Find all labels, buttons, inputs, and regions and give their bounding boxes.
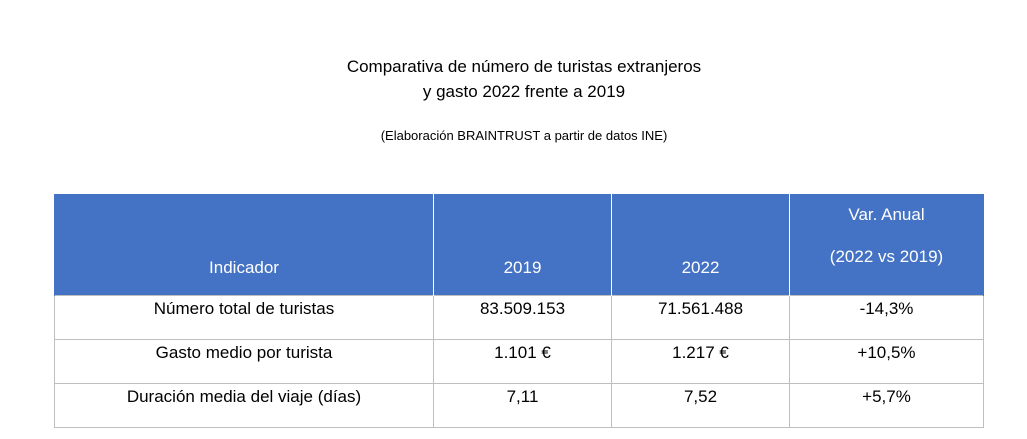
table-row: Duración media del viaje (días) 7,11 7,5…: [54, 383, 984, 428]
subtitle: (Elaboración BRAINTRUST a partir de dato…: [380, 128, 668, 143]
title-line-2: y gasto 2022 frente a 2019: [422, 82, 626, 101]
cell-indicador: Duración media del viaje (días): [54, 383, 434, 428]
cell-var: -14,3%: [789, 295, 984, 340]
cell-2022: 71.561.488: [611, 295, 790, 340]
comparison-table: Indicador 2019 2022 Var. Anual (2022 vs 2…: [54, 194, 984, 428]
cell-2022: 7,52: [611, 383, 790, 428]
table-header-row: Indicador 2019 2022 Var. Anual (2022 vs 2…: [54, 194, 984, 296]
header-var-line-1: Var. Anual: [848, 205, 925, 224]
header-var-anual-label: Var. Anual (2022 vs 2019): [790, 194, 983, 295]
cell-var: +5,7%: [789, 383, 984, 428]
cell-2019: 7,11: [433, 383, 612, 428]
cell-2019: 1.101 €: [433, 339, 612, 384]
header-var-line-2: (2022 vs 2019): [829, 247, 944, 266]
table-row: Gasto medio por turista 1.101 € 1.217 € …: [54, 339, 984, 384]
header-2019-label: 2019: [503, 258, 542, 277]
cell-var: +10,5%: [789, 339, 984, 384]
cell-indicador: Gasto medio por turista: [54, 339, 434, 384]
cell-2019: 83.509.153: [433, 295, 612, 340]
cell-indicador: Número total de turistas: [54, 295, 434, 340]
header-2019: 2019: [433, 194, 612, 296]
table-row: Número total de turistas 83.509.153 71.5…: [54, 295, 984, 340]
header-2022: 2022: [611, 194, 790, 296]
header-indicador-label: Indicador: [209, 258, 279, 277]
title-line-1: Comparativa de número de turistas extran…: [346, 57, 702, 76]
cell-2022: 1.217 €: [611, 339, 790, 384]
header-indicador: Indicador: [54, 194, 434, 296]
header-var-anual: Var. Anual (2022 vs 2019): [789, 194, 984, 296]
header-2022-label: 2022: [681, 258, 720, 277]
